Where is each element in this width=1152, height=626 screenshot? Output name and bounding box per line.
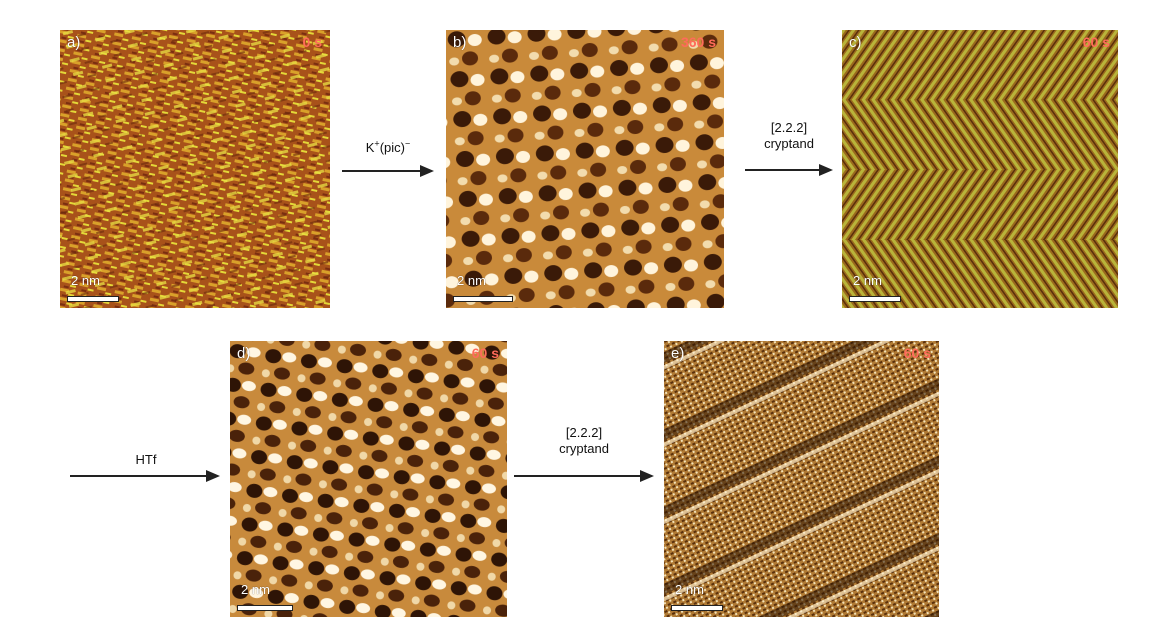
stm-panel-d: d) 60 s 2 nm xyxy=(230,341,507,617)
arrow-head xyxy=(640,470,654,482)
reagent-htf: HTf xyxy=(135,452,157,467)
scale-label-c: 2 nm xyxy=(853,273,882,288)
stm-panel-b: b) 360 s 2 nm xyxy=(446,30,724,308)
scale-bar-a: 2 nm xyxy=(67,274,119,302)
stm-image-c xyxy=(842,30,1118,308)
reagent-pic: (pic) xyxy=(379,140,405,155)
scale-bar-line-a xyxy=(67,296,119,302)
panel-label-d: d) xyxy=(237,345,251,362)
scale-bar-line-c xyxy=(849,296,901,302)
time-label-e: 60 s xyxy=(903,345,931,361)
arrow-head xyxy=(420,165,434,177)
stm-panel-a: a) 0 s 2 nm xyxy=(60,30,330,308)
reagent-k: K xyxy=(365,140,375,155)
scale-label-b: 2 nm xyxy=(457,273,486,288)
scale-bar-d: 2 nm xyxy=(237,583,293,611)
reagent-pic-charge: − xyxy=(404,138,411,149)
scale-bar-c: 2 nm xyxy=(849,274,901,302)
stm-panel-c: c) 60 s 2 nm xyxy=(842,30,1118,308)
arrow-shaft xyxy=(745,169,821,171)
arrow-cryptand-1: [2.2.2] cryptand xyxy=(745,120,833,180)
reagent-k-charge: + xyxy=(374,138,380,149)
arrow-shaft xyxy=(342,170,422,172)
reagent-cryptand-2-line1: [2.2.2] xyxy=(565,425,603,440)
reagent-label-htf: HTf xyxy=(70,452,222,468)
reagent-cryptand-2-line2: cryptand xyxy=(559,441,609,457)
panel-label-e: e) xyxy=(671,345,685,362)
stm-image-b xyxy=(446,30,724,308)
reagent-label-kpic: K+(pic)− xyxy=(342,138,434,156)
arrow-shaft xyxy=(70,475,208,477)
scale-label-d: 2 nm xyxy=(241,582,270,597)
time-label-c: 60 s xyxy=(1082,34,1110,50)
time-label-d: 60 s xyxy=(471,345,499,361)
arrow-shaft xyxy=(514,475,642,477)
scale-label-a: 2 nm xyxy=(71,273,100,288)
arrow-head xyxy=(819,164,833,176)
scale-bar-line-b xyxy=(453,296,513,302)
arrow-head xyxy=(206,470,220,482)
reagent-label-cryptand-2: [2.2.2] cryptand xyxy=(514,425,654,458)
reagent-label-cryptand-1: [2.2.2] cryptand xyxy=(745,120,833,153)
arrow-potassium-picrate: K+(pic)− xyxy=(342,138,434,180)
scale-bar-e: 2 nm xyxy=(671,583,723,611)
scale-bar-line-e xyxy=(671,605,723,611)
scale-bar-line-d xyxy=(237,605,293,611)
time-label-b: 360 s xyxy=(680,34,716,50)
scale-bar-b: 2 nm xyxy=(453,274,513,302)
arrow-cryptand-2: [2.2.2] cryptand xyxy=(514,425,654,485)
panel-label-b: b) xyxy=(453,34,467,51)
reagent-cryptand-1-line1: [2.2.2] xyxy=(770,120,808,135)
stm-image-d xyxy=(230,341,507,617)
stm-panel-e: e) 60 s 2 nm xyxy=(664,341,939,617)
panel-label-a: a) xyxy=(67,34,81,51)
reagent-cryptand-1-line2: cryptand xyxy=(764,136,814,152)
stm-image-e xyxy=(664,341,939,617)
arrow-htf: HTf xyxy=(70,452,222,492)
stm-image-a xyxy=(60,30,330,308)
time-label-a: 0 s xyxy=(302,34,322,50)
panel-label-c: c) xyxy=(849,34,862,51)
scale-label-e: 2 nm xyxy=(675,582,704,597)
